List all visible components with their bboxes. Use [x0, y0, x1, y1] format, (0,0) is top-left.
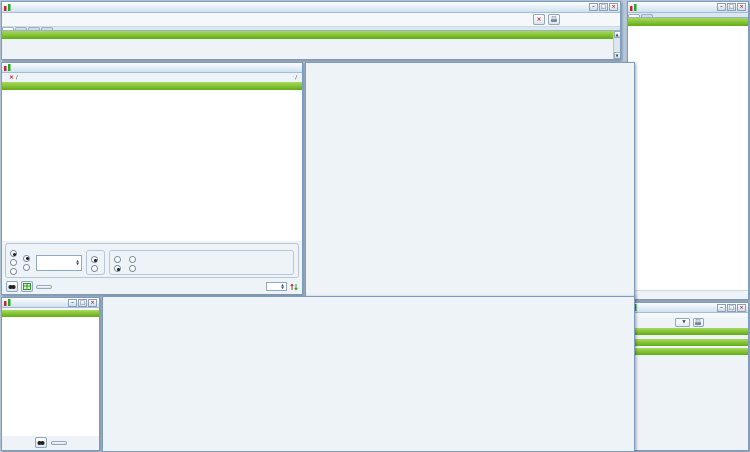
- trades-header: [2, 310, 99, 317]
- tab-ordres-en-attente[interactable]: [15, 27, 27, 30]
- radio-comptant[interactable]: [91, 256, 100, 263]
- minimize-icon[interactable]: –: [589, 3, 598, 11]
- orderbook-titlebar[interactable]: [2, 63, 302, 73]
- radio-quantite[interactable]: [23, 254, 32, 262]
- proscreener-rows: [628, 26, 748, 290]
- trades-subtitle: [2, 308, 99, 310]
- orders-table-header[interactable]: [2, 31, 620, 39]
- lines-stepper[interactable]: ▲ ▼: [266, 282, 287, 291]
- cancel-all-button[interactable]: ×: [533, 14, 545, 25]
- radio-fin-de-mois[interactable]: [129, 265, 138, 272]
- app-logo-icon: [4, 299, 11, 306]
- proscreener-window: –□× ✓: [627, 1, 749, 300]
- trades-rows: [2, 317, 99, 436]
- maximize-icon[interactable]: □: [727, 3, 736, 11]
- positions-header: [628, 339, 748, 346]
- maximize-icon[interactable]: □: [599, 3, 608, 11]
- quantity-stepper[interactable]: ▲ ▼: [36, 254, 82, 271]
- tab-tous-les-ordres[interactable]: [2, 27, 14, 30]
- proscreener-tabs: [628, 13, 748, 18]
- deferred-title: [628, 346, 748, 348]
- close-icon[interactable]: ×: [88, 298, 97, 307]
- maximize-icon[interactable]: □: [727, 303, 736, 312]
- table-icon[interactable]: [21, 281, 33, 292]
- orderbook-window: × / / ▲ ▼: [1, 62, 303, 295]
- print-icon[interactable]: [548, 14, 560, 25]
- orders-toolbar: ×: [2, 13, 620, 27]
- app-logo-icon: [4, 64, 11, 71]
- orders-tabs: [2, 27, 620, 31]
- chart-window-daily: [102, 296, 635, 452]
- radio-fin-de-journee[interactable]: [114, 265, 123, 272]
- orders-titlebar[interactable]: – □ ×: [2, 2, 620, 13]
- maximize-icon[interactable]: □: [78, 298, 87, 307]
- radio-reglement-differe[interactable]: [91, 265, 100, 272]
- chart-window-intraday: [305, 62, 635, 298]
- trades-window: – □ ×: [1, 297, 100, 451]
- account-select[interactable]: ▼: [675, 318, 690, 327]
- close-icon[interactable]: ×: [737, 3, 746, 11]
- portfolio-intro: [628, 313, 748, 317]
- portfolio-window: – □ × ▼: [627, 302, 749, 451]
- radio-fin-de-semaine[interactable]: [129, 256, 138, 263]
- binoculars-icon[interactable]: [34, 437, 47, 448]
- portfolio-titlebar[interactable]: – □ ×: [628, 303, 748, 313]
- minimize-icon[interactable]: –: [717, 303, 726, 312]
- sort-arrows-icon[interactable]: [290, 283, 298, 291]
- radio-meilleure-limite[interactable]: [10, 259, 19, 266]
- orderbook-rows: [2, 90, 302, 241]
- trades-footer: [2, 436, 99, 450]
- proscreener-titlebar[interactable]: – □ ×: [628, 2, 748, 13]
- proscreener-footer: ✓: [628, 290, 748, 299]
- radio-a-revocation[interactable]: [114, 256, 123, 263]
- binoculars-icon[interactable]: [6, 281, 18, 292]
- app-logo-icon: [630, 3, 637, 11]
- proscreener-header[interactable]: [628, 18, 748, 26]
- orderbook-footer: ▲ ▼: [2, 280, 302, 294]
- orders-table: ▲ ▼: [2, 31, 620, 59]
- radio-stop[interactable]: [10, 268, 19, 275]
- tab-forte-volatilite[interactable]: [628, 14, 640, 17]
- minimize-icon[interactable]: –: [68, 298, 77, 307]
- validity-group: [109, 250, 294, 275]
- account-number: [628, 335, 748, 337]
- order-form: ▲ ▼: [5, 243, 299, 278]
- account-row: ▼: [628, 317, 748, 328]
- minimize-icon[interactable]: –: [717, 3, 726, 11]
- orders-window: – □ × × ▲ ▼: [1, 1, 621, 60]
- app-logo-icon: [4, 3, 11, 11]
- portfolio-summary-header: [628, 328, 748, 335]
- orders-scrollbar[interactable]: ▲ ▼: [613, 31, 620, 59]
- deferred-header: [628, 348, 748, 355]
- close-button[interactable]: [36, 284, 52, 289]
- orderbook-position-row: × / /: [2, 73, 302, 82]
- trades-titlebar[interactable]: – □ ×: [2, 298, 99, 308]
- tab-gestion-proscreeners[interactable]: [641, 14, 653, 17]
- close-button[interactable]: [50, 440, 67, 445]
- market-group: [86, 250, 105, 275]
- close-icon[interactable]: ×: [609, 3, 618, 11]
- radio-montant[interactable]: [23, 263, 32, 271]
- radio-limite[interactable]: [10, 250, 19, 257]
- print-icon[interactable]: [692, 318, 704, 327]
- tab-ordres-executes[interactable]: [28, 27, 40, 30]
- tab-ordres-annules[interactable]: [41, 27, 53, 30]
- close-icon[interactable]: ×: [737, 303, 746, 312]
- orderbook-header: [2, 82, 302, 90]
